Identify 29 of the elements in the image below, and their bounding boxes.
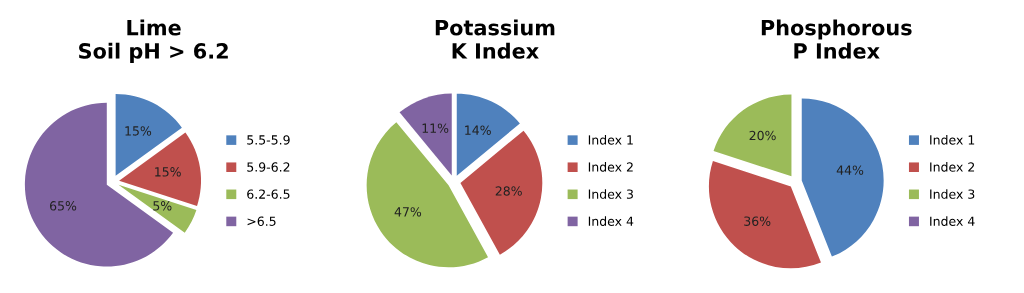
data-label: 20% [749, 130, 776, 141]
chart-title: Lime [127, 19, 181, 36]
legend-label: 5.5-5.9 [247, 135, 290, 145]
chart-title: Potassium [435, 19, 555, 36]
legend-label: Index 1 [930, 134, 975, 145]
data-label: 11% [422, 123, 449, 133]
chart-subtitle: P Index [794, 42, 880, 59]
legend-label: Index 4 [588, 216, 634, 226]
data-label: 14% [465, 125, 491, 135]
legend-label: Index 1 [588, 134, 633, 145]
data-label: 28% [495, 186, 522, 196]
data-label: 65% [49, 201, 77, 211]
data-label: 15% [155, 167, 181, 177]
chart-subtitle: Soil pH > 6.2 [79, 42, 228, 63]
data-label: 5% [153, 201, 172, 211]
legend-label: Index 2 [930, 162, 975, 172]
chart-subtitle: K Index [452, 42, 539, 59]
data-label: 47% [394, 207, 422, 217]
data-label: 44% [836, 165, 864, 175]
data-label: 36% [744, 216, 771, 226]
legend-label: Index 3 [930, 189, 975, 199]
legend-label: Index 2 [588, 162, 633, 172]
chart-title: Phosphorous [761, 19, 912, 40]
legend-label: 6.2-6.5 [247, 189, 290, 199]
legend-label: >6.5 [247, 216, 276, 226]
legend-label: Index 4 [930, 216, 975, 226]
legend-label: Index 3 [588, 189, 633, 199]
data-label: 15% [125, 126, 152, 136]
legend-label: 5.9-6.2 [247, 162, 290, 172]
